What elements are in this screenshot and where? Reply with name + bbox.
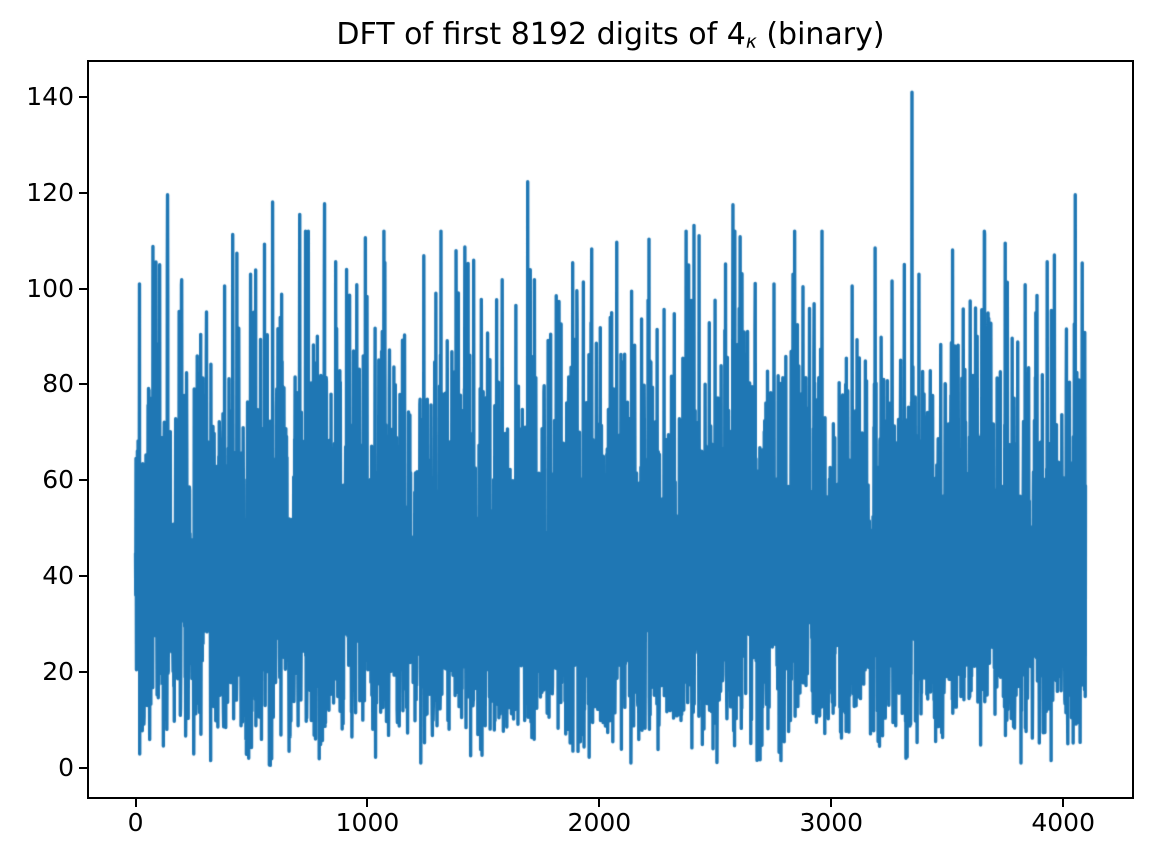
x-tick-label: 3000: [799, 808, 864, 837]
x-tick-mark: [1062, 798, 1065, 807]
chart-title-subscript: κ: [745, 31, 757, 53]
x-tick-label: 2000: [567, 808, 632, 837]
chart-title-suffix: (binary): [756, 17, 885, 52]
y-tick-label: 60: [42, 465, 74, 495]
y-tick-label: 100: [26, 273, 74, 303]
chart-title: DFT of first 8192 digits of 4κ (binary): [88, 17, 1133, 52]
y-tick-label: 40: [42, 561, 74, 591]
y-tick-label: 0: [58, 752, 74, 782]
x-tick-mark: [134, 798, 137, 807]
x-tick-mark: [598, 798, 601, 807]
dft-magnitude-series: [88, 61, 1133, 798]
y-tick-mark: [79, 575, 88, 578]
x-tick-mark: [366, 798, 369, 807]
y-tick-label: 140: [26, 81, 74, 111]
chart-title-text: DFT of first 8192 digits of 4: [336, 17, 746, 52]
y-tick-mark: [79, 95, 88, 98]
y-tick-mark: [79, 766, 88, 769]
y-tick-mark: [79, 383, 88, 386]
y-tick-label: 20: [42, 656, 74, 686]
x-tick-label: 0: [127, 808, 144, 837]
y-tick-mark: [79, 479, 88, 482]
y-tick-label: 120: [26, 177, 74, 207]
y-tick-mark: [79, 191, 88, 194]
x-tick-label: 4000: [1031, 808, 1095, 837]
x-tick-mark: [830, 798, 833, 807]
x-tick-label: 1000: [335, 808, 400, 837]
y-tick-mark: [79, 670, 88, 673]
y-tick-label: 80: [42, 369, 74, 399]
y-tick-mark: [79, 287, 88, 290]
